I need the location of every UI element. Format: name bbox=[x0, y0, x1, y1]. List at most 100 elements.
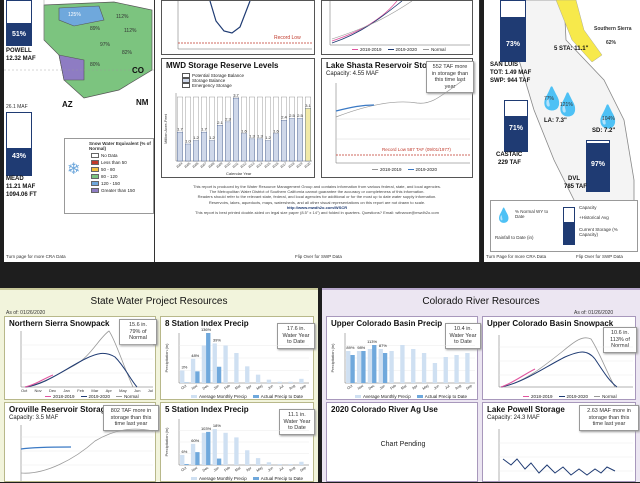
footer-swp-link[interactable]: Flip Over for SWP Data bbox=[295, 254, 342, 259]
precip-x-tick: Mar bbox=[400, 383, 408, 390]
mwd-storage-bar bbox=[193, 141, 199, 161]
raindrop-legend-icon: 💧 bbox=[495, 207, 512, 224]
disclaimer-line: This report is best printed double-sided… bbox=[161, 210, 473, 215]
legend-label: 2018-2019 bbox=[531, 394, 553, 399]
footer-right-swp-link[interactable]: Flip Over for SWP Data bbox=[576, 254, 623, 259]
legend-label: Actual Precip to Date bbox=[425, 394, 467, 399]
mwd-bar-label: 1.6 bbox=[241, 128, 247, 133]
precip-x-tick: May bbox=[422, 383, 430, 390]
swe-legend-item: 80 - 120 bbox=[91, 174, 135, 179]
actual-precip-bar bbox=[195, 452, 199, 465]
five-station-rain: 5 STA: 11.1" bbox=[554, 46, 588, 52]
lake-powell-panel: Lake Powell Storage Capacity: 24.3 MAF 2… bbox=[482, 402, 636, 482]
legend-item: Average Monthly Precip bbox=[191, 476, 247, 481]
legend-label: 2019-2020 bbox=[396, 47, 418, 52]
mwd-storage-bar bbox=[209, 141, 215, 161]
swe-legend: ❄ Snow Water Equivalent (% of Normal) No… bbox=[64, 138, 154, 214]
avg-precip-bar bbox=[299, 462, 303, 465]
ag-use-title: 2020 Colorado River Ag Use bbox=[331, 405, 438, 414]
precip-x-tick: Jun bbox=[267, 384, 274, 391]
mwd-storage-bar bbox=[217, 125, 223, 161]
precip-x-tick: Nov bbox=[191, 384, 199, 391]
precip-data-label: 3% bbox=[182, 365, 188, 370]
southern-sierra-label: Southern Sierra bbox=[594, 26, 634, 32]
avg-precip-bar bbox=[223, 433, 227, 465]
actual-precip-bar bbox=[383, 353, 387, 383]
mwd-bar-label: 1.6 bbox=[273, 128, 279, 133]
legend-label: 2019-2020 bbox=[89, 394, 111, 399]
powell-name: POWELL bbox=[6, 48, 32, 54]
legend-item: 2018-2019 bbox=[352, 47, 382, 52]
castaic-gauge-fill bbox=[505, 116, 527, 152]
drop-pct-2: 121% bbox=[560, 102, 573, 108]
precip-data-label: 113% bbox=[367, 339, 377, 344]
precip-x-tick: Jul bbox=[278, 466, 284, 472]
legend-capacity: Capacity bbox=[579, 205, 597, 210]
swe-legend-swatch bbox=[91, 174, 99, 179]
mwd-x-tick: 2007 bbox=[199, 161, 207, 169]
shasta-record-low: Record Low 587 TAF (09/01/1977) bbox=[382, 147, 451, 152]
x-tick-label: Nov bbox=[35, 388, 42, 393]
powell-gauge: 51% bbox=[6, 0, 32, 46]
oroville-panel: Oroville Reservoir Storage Capacity: 3.5… bbox=[4, 402, 156, 482]
swp-page: State Water Project Resources As of: 01/… bbox=[0, 288, 318, 482]
footer-cra-link[interactable]: Turn page for more CRA Data bbox=[6, 254, 66, 259]
legend-swatch bbox=[408, 169, 414, 171]
precip-x-tick: Jun bbox=[267, 466, 274, 473]
actual-precip-bar bbox=[206, 432, 210, 465]
avg-precip-bar bbox=[411, 349, 415, 383]
legend-item: 2018-2019 bbox=[523, 394, 553, 399]
x-tick-label: May bbox=[119, 388, 127, 393]
x-tick-label: Jun bbox=[134, 388, 140, 393]
map-pct-3: 112% bbox=[124, 28, 136, 34]
ag-use-panel: 2020 Colorado River Ag Use Chart Pending bbox=[326, 402, 478, 482]
avg-precip-bar bbox=[444, 357, 448, 383]
mwd-bar-label: 1.7 bbox=[201, 127, 207, 132]
sanluis-tot: TOT: 1.49 MAF bbox=[490, 70, 531, 76]
legend-item: Normal bbox=[423, 47, 446, 52]
swe-legend-label: No Data bbox=[101, 153, 118, 158]
mwd-storage-bar bbox=[177, 132, 183, 161]
swe-legend-swatch bbox=[91, 153, 99, 158]
uc-snowpack-panel: Upper Colorado Basin Snowpack 10.6 in. 1… bbox=[482, 316, 636, 400]
legend-item: 2019-2020 bbox=[81, 394, 111, 399]
sanluis-gauge: 73% bbox=[500, 0, 526, 62]
footer-right-cra-link[interactable]: Turn Page for more CRA Data bbox=[486, 254, 546, 259]
mead-elevation: 1094.06 FT bbox=[6, 192, 37, 198]
state-az-label: AZ bbox=[62, 100, 73, 109]
x-tick-label: Jan bbox=[63, 388, 69, 393]
precip-data-label: 98% bbox=[357, 345, 365, 350]
precip-x-tick: Jan bbox=[213, 384, 220, 391]
mwd-storage-bar bbox=[273, 134, 279, 161]
avg-precip-bar bbox=[256, 375, 260, 383]
legend-swatch bbox=[417, 395, 423, 398]
map-pct-7: 80% bbox=[90, 62, 100, 68]
legend-label: Average Monthly Precip bbox=[199, 476, 247, 481]
avg-precip-bar bbox=[202, 433, 206, 465]
swe-legend-item: Less than 50 bbox=[91, 160, 135, 165]
legend-item: 2019-2020 bbox=[388, 47, 418, 52]
mwd-bar-label: 1.0 bbox=[185, 139, 191, 144]
legend-label: Average Monthly Precip bbox=[363, 394, 411, 399]
mwd-x-tick: 2010 bbox=[223, 161, 231, 169]
legend-label: 2018-2019 bbox=[380, 167, 402, 172]
legend-item: Normal bbox=[116, 394, 139, 399]
avg-precip-bar bbox=[299, 379, 303, 383]
precip-x-tick: Aug bbox=[288, 466, 296, 473]
precip-x-tick: Nov bbox=[357, 384, 365, 391]
avg-precip-bar bbox=[357, 351, 361, 383]
avg-precip-bar bbox=[368, 349, 372, 383]
swe-legend-swatch bbox=[91, 188, 99, 193]
precip-x-tick: Oct bbox=[180, 466, 187, 472]
precip-x-tick: Oct bbox=[180, 384, 187, 390]
mwd-storage-bar bbox=[297, 119, 303, 162]
legend-gauge bbox=[563, 207, 575, 245]
avg-precip-bar bbox=[288, 464, 292, 465]
avg-precip-bar bbox=[213, 343, 217, 383]
avg-precip-bar bbox=[202, 346, 206, 384]
swe-legend-item: No Data bbox=[91, 153, 135, 158]
precip-x-tick: Dec bbox=[202, 384, 210, 391]
map-pct-1: 125% bbox=[68, 12, 81, 18]
dvl-gauge-pct: 97% bbox=[587, 161, 609, 168]
